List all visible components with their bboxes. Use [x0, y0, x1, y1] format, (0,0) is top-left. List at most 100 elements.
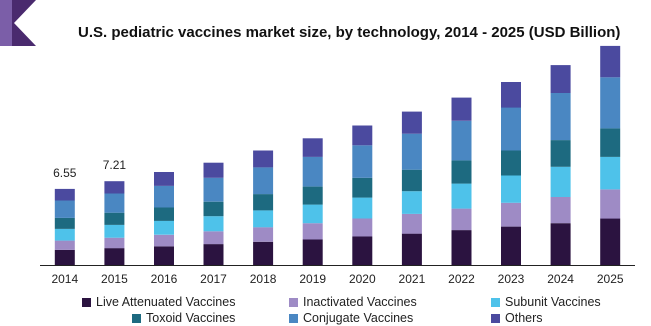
bar-segment-2020-conjugate-vaccines — [352, 145, 373, 178]
bar-segment-2016-conjugate-vaccines — [154, 186, 174, 208]
bar-segment-2019-inactivated-vaccines — [302, 223, 323, 240]
bar-segment-2025-inactivated-vaccines — [600, 189, 621, 219]
bar-segment-2021-subunit-vaccines — [401, 191, 422, 214]
bar-segment-2023-others — [501, 82, 521, 108]
bar-segment-2019-others — [302, 138, 323, 157]
bar-segment-2020-subunit-vaccines — [352, 197, 373, 219]
company-logo — [0, 0, 36, 46]
bar-segment-2019-conjugate-vaccines — [302, 156, 323, 187]
bar-segment-2023-toxoid-vaccines — [501, 150, 521, 176]
legend-row: Toxoid Vaccines Conjugate Vaccines Other… — [82, 310, 647, 326]
bar-segment-2016-live-attenuated-vaccines — [154, 246, 174, 265]
bar-segment-2025-live-attenuated-vaccines — [600, 218, 621, 265]
bar-segment-2023-subunit-vaccines — [501, 175, 521, 203]
legend-swatch — [132, 313, 141, 323]
bar-segment-2017-subunit-vaccines — [203, 216, 224, 232]
bar-segment-2018-subunit-vaccines — [253, 210, 274, 228]
bar-segment-2024-subunit-vaccines — [550, 166, 571, 197]
x-tick-label: 2018 — [250, 272, 277, 286]
bar-segment-2015-subunit-vaccines — [104, 224, 125, 238]
bar-segment-2020-inactivated-vaccines — [352, 218, 373, 237]
bar-segment-2025-conjugate-vaccines — [600, 77, 621, 129]
bar-total-label: 7.21 — [103, 158, 127, 172]
bar-segment-2019-toxoid-vaccines — [302, 186, 323, 205]
bar-segment-2015-conjugate-vaccines — [104, 193, 125, 213]
bar-segment-2014-toxoid-vaccines — [54, 217, 75, 229]
bar-segment-2018-conjugate-vaccines — [253, 167, 274, 195]
bar-segment-2020-live-attenuated-vaccines — [352, 236, 373, 265]
bar-segment-2018-inactivated-vaccines — [253, 227, 274, 242]
bar-segment-2016-inactivated-vaccines — [154, 234, 174, 247]
bar-segment-2022-others — [451, 97, 472, 121]
legend-swatch — [289, 297, 298, 307]
bar-segment-2024-toxoid-vaccines — [550, 140, 571, 167]
bar-segment-2017-inactivated-vaccines — [203, 231, 224, 245]
bar-segment-2022-live-attenuated-vaccines — [451, 230, 472, 265]
x-tick-label: 2022 — [448, 272, 475, 286]
bar-segment-2021-live-attenuated-vaccines — [401, 233, 422, 265]
bar-segment-2016-others — [154, 172, 174, 186]
bar-segment-2022-conjugate-vaccines — [451, 120, 472, 161]
bar-segment-2014-inactivated-vaccines — [54, 240, 75, 250]
bar-segment-2015-others — [104, 181, 125, 194]
legend-swatch — [82, 297, 91, 307]
bar-segment-2024-live-attenuated-vaccines — [550, 223, 571, 265]
bar-segment-2024-inactivated-vaccines — [550, 197, 571, 224]
bar-segment-2021-inactivated-vaccines — [401, 213, 422, 234]
bar-total-label: 6.55 — [53, 166, 77, 180]
legend-label: Live Attenuated Vaccines — [96, 295, 236, 309]
x-tick-label: 2017 — [200, 272, 227, 286]
bar-segment-2023-live-attenuated-vaccines — [501, 226, 521, 265]
bar-segment-2020-others — [352, 125, 373, 146]
bar-segment-2020-toxoid-vaccines — [352, 177, 373, 198]
bar-segment-2016-subunit-vaccines — [154, 220, 174, 235]
bar-segment-2025-others — [600, 45, 621, 78]
bar-segment-2021-toxoid-vaccines — [401, 169, 422, 192]
legend-item-subunit: Subunit Vaccines — [491, 295, 601, 309]
bar-segment-2015-live-attenuated-vaccines — [104, 248, 125, 265]
bar-segment-2022-inactivated-vaccines — [451, 208, 472, 231]
bar-segment-2019-live-attenuated-vaccines — [302, 239, 323, 265]
bar-segment-2014-subunit-vaccines — [54, 229, 75, 241]
x-tick-label: 2020 — [349, 272, 376, 286]
legend-label: Conjugate Vaccines — [303, 311, 414, 325]
bar-segment-2016-toxoid-vaccines — [154, 207, 174, 221]
bar-segment-2023-conjugate-vaccines — [501, 107, 521, 151]
x-tick-label: 2021 — [399, 272, 426, 286]
x-tick-label: 2025 — [597, 272, 624, 286]
x-tick-label: 2019 — [299, 272, 326, 286]
legend-item-conjugate: Conjugate Vaccines — [289, 311, 491, 325]
bar-segment-2023-inactivated-vaccines — [501, 202, 521, 227]
bar-segment-2014-others — [54, 188, 75, 201]
legend-label: Subunit Vaccines — [505, 295, 601, 309]
bar-segment-2019-subunit-vaccines — [302, 204, 323, 224]
legend-row: Live Attenuated Vaccines Inactivated Vac… — [82, 294, 647, 310]
bar-segment-2017-live-attenuated-vaccines — [203, 244, 224, 265]
bar-segment-2022-subunit-vaccines — [451, 183, 472, 209]
bar-segment-2014-conjugate-vaccines — [54, 200, 75, 218]
legend-swatch — [491, 297, 500, 307]
legend-label: Toxoid Vaccines — [146, 311, 236, 325]
legend-label: Others — [505, 311, 543, 325]
bar-segment-2024-others — [550, 65, 571, 93]
x-tick-label: 2014 — [51, 272, 78, 286]
bar-segment-2018-toxoid-vaccines — [253, 194, 274, 211]
bar-segment-2025-subunit-vaccines — [600, 156, 621, 190]
bar-segment-2022-toxoid-vaccines — [451, 160, 472, 184]
legend-swatch — [289, 313, 298, 323]
bar-segment-2017-conjugate-vaccines — [203, 177, 224, 202]
legend-item-inactivated: Inactivated Vaccines — [289, 295, 491, 309]
bar-segment-2017-toxoid-vaccines — [203, 201, 224, 217]
bar-segment-2015-toxoid-vaccines — [104, 212, 125, 225]
bar-segment-2024-conjugate-vaccines — [550, 93, 571, 141]
x-tick-label: 2015 — [101, 272, 128, 286]
legend-item-others: Others — [491, 311, 543, 325]
chart-legend: Live Attenuated Vaccines Inactivated Vac… — [82, 294, 647, 326]
legend-label: Inactivated Vaccines — [303, 295, 417, 309]
bar-segment-2017-others — [203, 162, 224, 178]
legend-item-live-attenuated: Live Attenuated Vaccines — [82, 295, 289, 309]
bar-segment-2015-inactivated-vaccines — [104, 237, 125, 249]
bar-segment-2018-others — [253, 150, 274, 168]
x-tick-label: 2023 — [498, 272, 525, 286]
